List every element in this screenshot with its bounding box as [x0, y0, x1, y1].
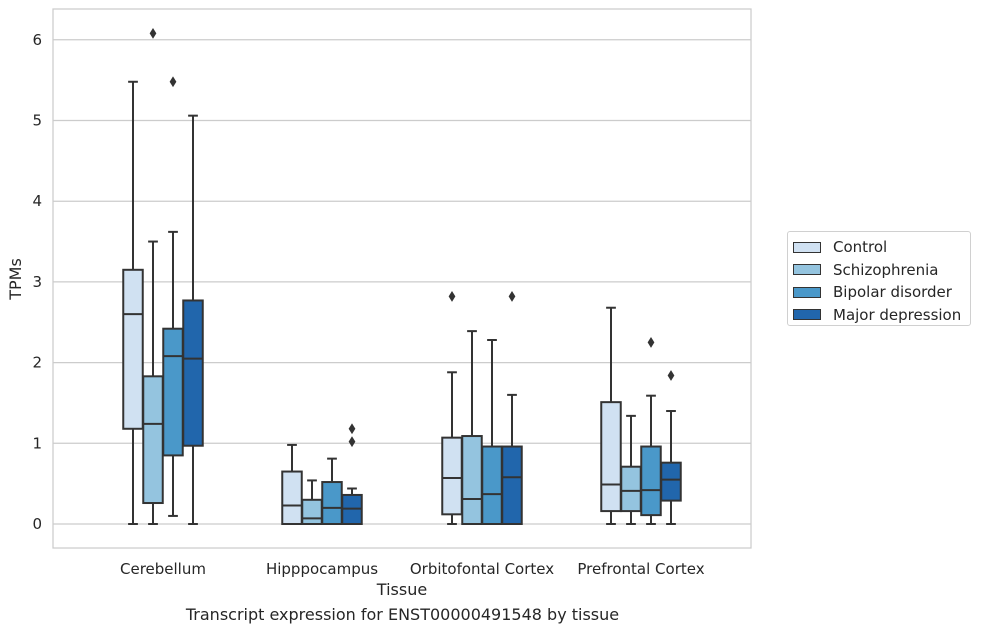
legend-label: Schizophrenia	[833, 260, 939, 279]
box-schizophrenia	[142, 27, 164, 525]
legend-swatch	[793, 286, 821, 298]
box-layer	[122, 27, 682, 526]
outlier-point	[149, 27, 157, 39]
y-axis-label: TPMs	[6, 258, 25, 301]
box-iqr	[122, 268, 144, 430]
chart-caption: Transcript expression for ENST0000049154…	[185, 605, 620, 624]
box-schizophrenia	[620, 414, 642, 525]
box-bipolar-disorder	[481, 339, 503, 526]
outlier-point	[348, 423, 356, 435]
legend-swatch	[793, 264, 821, 276]
box-iqr	[281, 470, 303, 526]
box-iqr	[600, 401, 622, 513]
box-major-depression	[182, 114, 204, 525]
y-tick-label: 2	[32, 354, 42, 372]
plot-area-frame	[52, 8, 752, 549]
legend-item: Bipolar disorder	[793, 281, 970, 304]
box-iqr	[640, 445, 662, 517]
outlier-point	[448, 291, 456, 302]
box-iqr	[461, 435, 483, 525]
box-major-depression	[501, 291, 523, 526]
outlier-point	[508, 291, 516, 302]
x-axis-label: Tissue	[376, 580, 427, 599]
legend-item: Major depression	[793, 304, 970, 327]
box-control	[122, 80, 144, 525]
y-tick-label: 1	[32, 434, 42, 452]
box-schizophrenia	[301, 479, 323, 526]
legend-label: Major depression	[833, 305, 962, 324]
box-iqr	[481, 445, 503, 526]
box-bipolar-disorder	[162, 76, 184, 517]
box-bipolar-disorder	[321, 457, 343, 526]
y-tick-labels: 0 1 2 3 4 5 6	[32, 31, 42, 533]
box-major-depression	[660, 370, 682, 525]
legend-label: Control	[833, 238, 888, 257]
legend-item: Control	[793, 236, 970, 259]
x-tick-label: Cerebellum	[120, 560, 206, 578]
box-bipolar-disorder	[640, 337, 662, 525]
box-major-depression	[341, 423, 363, 525]
box-control	[281, 443, 303, 526]
x-tick-label: Prefrontal Cortex	[577, 560, 704, 578]
box-iqr	[301, 498, 323, 526]
outlier-point	[667, 370, 675, 381]
box-iqr	[620, 465, 642, 513]
box-iqr	[321, 481, 343, 526]
box-schizophrenia	[461, 330, 483, 525]
y-tick-label: 4	[32, 192, 42, 210]
outlier-point	[348, 436, 356, 448]
legend: Control Schizophrenia Bipolar disorder Majo…	[787, 231, 971, 326]
y-tick-label: 3	[32, 273, 42, 291]
box-iqr	[182, 299, 204, 447]
y-tick-label: 0	[32, 515, 42, 533]
box-control	[441, 291, 463, 525]
box-iqr	[501, 445, 523, 526]
legend-swatch	[793, 309, 821, 321]
box-iqr	[162, 327, 184, 457]
y-tick-label: 5	[32, 112, 42, 130]
legend-item: Schizophrenia	[793, 259, 970, 282]
x-tick-label: Orbitofontal Cortex	[410, 560, 554, 578]
legend-label: Bipolar disorder	[833, 283, 952, 302]
box-control	[600, 306, 622, 525]
box-iqr	[660, 461, 682, 502]
legend-swatch	[793, 241, 821, 253]
y-tick-label: 6	[32, 31, 42, 49]
outlier-point	[647, 337, 655, 348]
box-iqr	[142, 375, 164, 505]
x-tick-label: Hipppocampus	[266, 560, 378, 578]
x-tick-labels: Cerebellum Hipppocampus Orbitofontal Corte…	[120, 560, 705, 578]
outlier-point	[169, 76, 177, 88]
box-iqr	[441, 436, 463, 516]
